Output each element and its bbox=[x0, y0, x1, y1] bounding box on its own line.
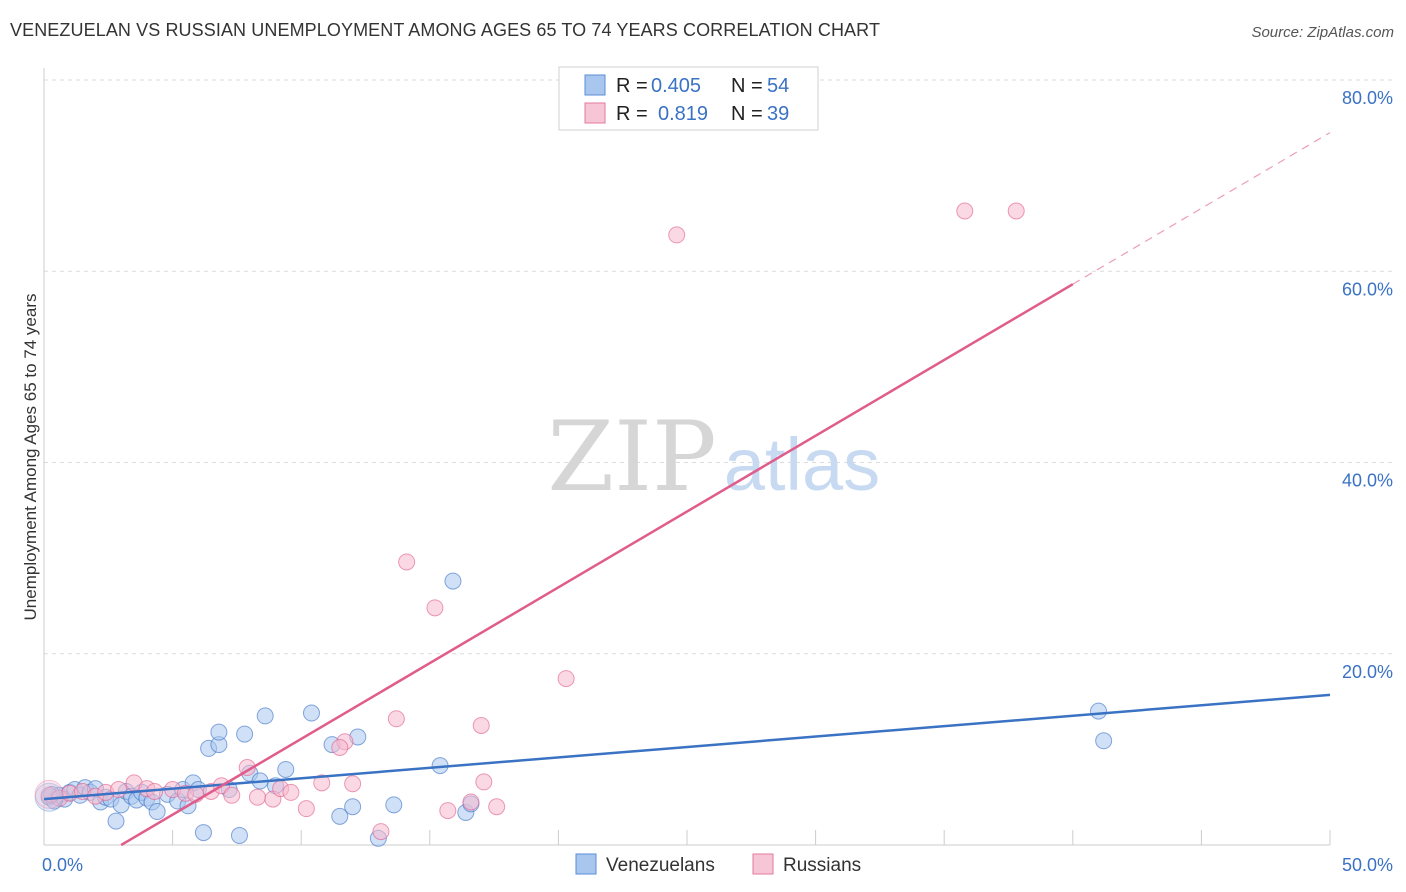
gridlines bbox=[44, 79, 1392, 655]
russian-point bbox=[472, 716, 490, 734]
y-tick-label: 80.0% bbox=[1342, 88, 1393, 108]
x-tick-label-max: 50.0% bbox=[1342, 855, 1393, 875]
watermark-zip: ZIP bbox=[547, 401, 716, 513]
legend-n-value-2: 39 bbox=[767, 103, 789, 125]
russian-point bbox=[223, 786, 241, 804]
venezuelan-point bbox=[1095, 732, 1113, 750]
bottom-legend-swatch-venezuelans bbox=[575, 853, 597, 875]
series-russians bbox=[40, 202, 1025, 841]
chart-title: VENEZUELAN VS RUSSIAN UNEMPLOYMENT AMONG… bbox=[10, 20, 881, 40]
bottom-legend: Venezuelans Russians bbox=[575, 853, 861, 876]
russian-point bbox=[462, 793, 480, 811]
venezuelan-point bbox=[107, 812, 125, 830]
legend-n-label-2: N = bbox=[731, 103, 763, 125]
russian-point bbox=[668, 226, 686, 244]
trend-layer bbox=[43, 132, 1331, 847]
y-tick-label: 40.0% bbox=[1342, 471, 1393, 491]
venezuelan-point bbox=[210, 723, 228, 741]
watermark-atlas: atlas bbox=[724, 423, 880, 506]
russian-point bbox=[475, 773, 493, 791]
russian-point bbox=[557, 670, 575, 688]
bottom-legend-russians: Russians bbox=[783, 855, 861, 876]
russian-point bbox=[238, 759, 256, 777]
russian-point bbox=[372, 823, 390, 841]
legend-r-label-2: R = bbox=[616, 103, 648, 125]
venezuelan-point bbox=[256, 707, 274, 725]
venezuelan-point bbox=[148, 803, 166, 821]
bottom-legend-venezuelans: Venezuelans bbox=[606, 855, 715, 876]
russian-point bbox=[387, 710, 405, 728]
points-layer bbox=[34, 202, 1113, 847]
x-tick-label-min: 0.0% bbox=[42, 855, 83, 875]
legend-r-value-1: 0.405 bbox=[651, 75, 701, 97]
watermark: ZIP atlas bbox=[547, 401, 880, 513]
legend-r-value-2: 0.819 bbox=[658, 103, 708, 125]
series-venezuelans bbox=[40, 572, 1113, 847]
venezuelan-point bbox=[277, 760, 295, 778]
legend-r-label-1: R = bbox=[616, 75, 648, 97]
russian-point bbox=[344, 775, 362, 793]
russian-point bbox=[331, 738, 349, 756]
venezuelan-point bbox=[331, 807, 349, 825]
russian-point bbox=[110, 781, 128, 799]
venezuelan-point bbox=[302, 704, 320, 722]
venezuelan-point bbox=[194, 824, 212, 842]
venezuelan-point bbox=[236, 725, 254, 743]
russian-point bbox=[282, 783, 300, 801]
russian-point bbox=[426, 599, 444, 617]
russian-cluster-point bbox=[34, 779, 64, 809]
x-tick-labels: 0.0% 50.0% bbox=[42, 855, 1393, 875]
russian-trend-extension bbox=[1072, 132, 1331, 285]
venezuelan-point bbox=[385, 796, 403, 814]
russian-point bbox=[439, 802, 457, 820]
russian-point bbox=[956, 202, 974, 220]
russian-point bbox=[248, 788, 266, 806]
venezuelan-point bbox=[344, 798, 362, 816]
legend-swatch-venezuelans bbox=[584, 74, 606, 96]
russian-point bbox=[488, 798, 506, 816]
russian-point bbox=[398, 553, 416, 571]
y-tick-label: 60.0% bbox=[1342, 279, 1393, 299]
y-tick-labels: 80.0% 60.0% 40.0% 20.0% bbox=[1342, 88, 1393, 682]
y-axis-label: Unemployment Among Ages 65 to 74 years bbox=[21, 294, 40, 621]
venezuelan-trend-line bbox=[43, 693, 1331, 801]
legend-box: R = 0.405 N = 54 R = 0.819 N = 39 bbox=[558, 66, 819, 131]
venezuelan-point bbox=[230, 826, 248, 844]
legend-n-value-1: 54 bbox=[767, 75, 789, 97]
russian-point bbox=[1007, 202, 1025, 220]
legend-n-label-1: N = bbox=[731, 75, 763, 97]
russian-point bbox=[313, 774, 331, 792]
y-tick-label: 20.0% bbox=[1342, 662, 1393, 682]
russian-point bbox=[297, 800, 315, 818]
chart-source: Source: ZipAtlas.com bbox=[1251, 24, 1394, 41]
axes bbox=[43, 68, 1331, 846]
russian-trend-line bbox=[120, 283, 1074, 847]
legend-swatch-russians bbox=[584, 102, 606, 124]
bottom-legend-swatch-russians bbox=[752, 853, 774, 875]
venezuelan-point bbox=[444, 572, 462, 590]
venezuelan-point bbox=[1090, 702, 1108, 720]
